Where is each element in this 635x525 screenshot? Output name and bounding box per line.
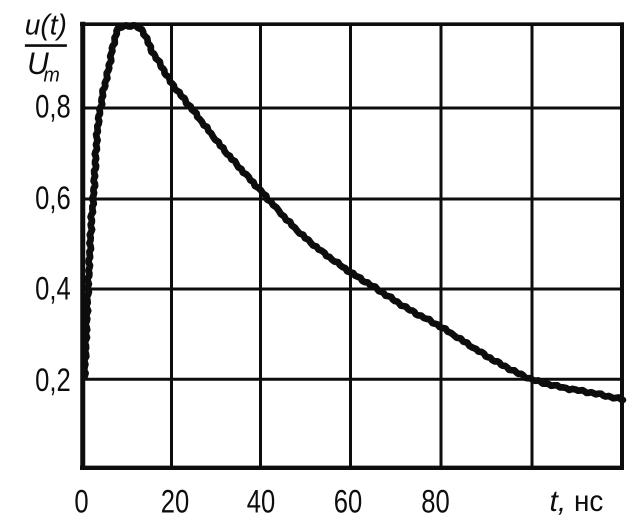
svg-text:40: 40 — [247, 485, 275, 520]
svg-text:0,8: 0,8 — [35, 90, 71, 125]
svg-text:m: m — [43, 64, 59, 87]
svg-text:U: U — [27, 45, 49, 81]
svg-text:0,4: 0,4 — [35, 272, 71, 307]
svg-text:0,6: 0,6 — [35, 181, 71, 216]
svg-text:60: 60 — [334, 485, 362, 520]
svg-text:u(t): u(t) — [25, 9, 67, 41]
svg-text:нс: нс — [574, 485, 603, 518]
svg-text:20: 20 — [161, 485, 189, 520]
svg-text:80: 80 — [421, 485, 449, 520]
svg-text:t,: t, — [550, 485, 567, 518]
svg-text:0,2: 0,2 — [35, 363, 71, 398]
svg-text:0: 0 — [74, 485, 88, 520]
